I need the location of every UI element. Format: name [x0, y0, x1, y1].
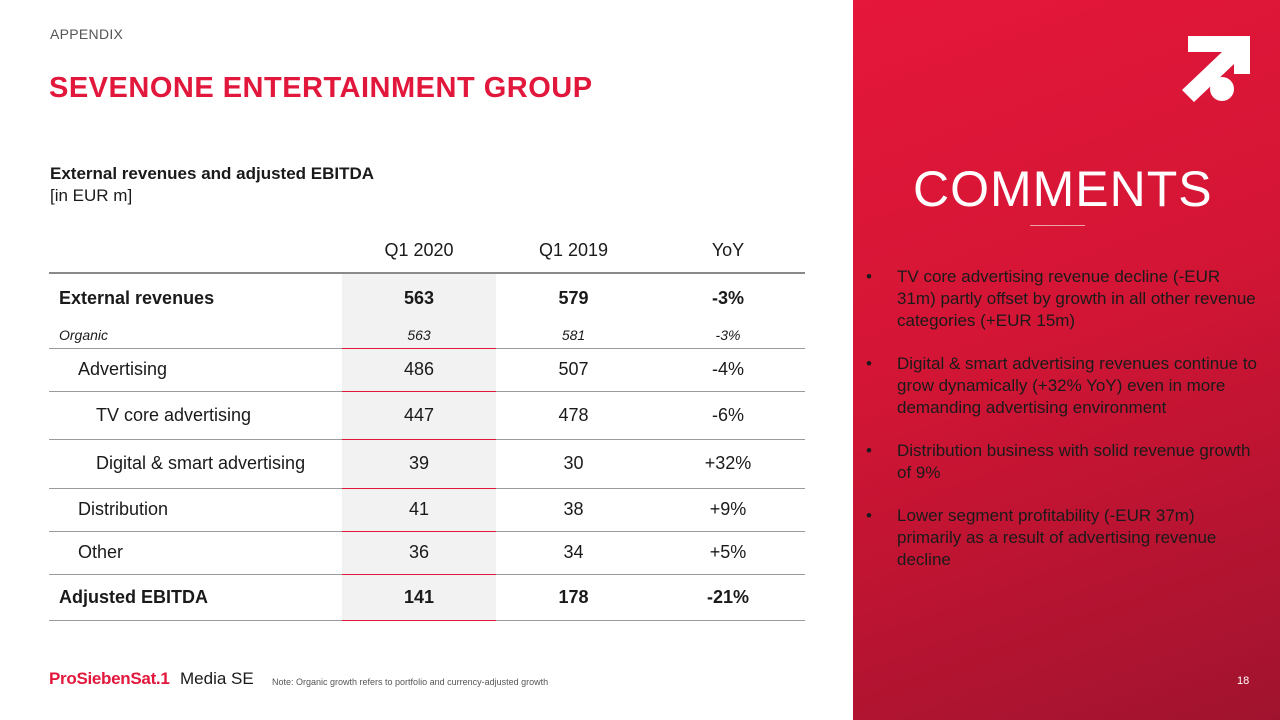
comment-item: • Lower segment profitability (-EUR 37m)… — [866, 505, 1261, 571]
cell-q1-2020: 141 — [342, 574, 496, 621]
row-label: Adjusted EBITDA — [49, 574, 342, 621]
section-kicker: APPENDIX — [50, 26, 124, 42]
table-header-q1-2019: Q1 2019 — [496, 228, 651, 274]
cell-q1-2019: 30 — [496, 439, 651, 489]
cell-q1-2019: 579 — [558, 288, 589, 308]
financials-table: Q1 2020 Q1 2019 YoY External revenues 56… — [49, 228, 805, 621]
comment-text: Digital & smart advertising revenues con… — [897, 354, 1258, 417]
table-row: External revenues 563 579 -3% — [49, 273, 805, 323]
comment-item: • Distribution business with solid reven… — [866, 440, 1261, 484]
cell-yoy: +9% — [651, 488, 805, 532]
row-label: TV core advertising — [49, 391, 342, 440]
cell-yoy: -21% — [651, 574, 805, 621]
comments-title: COMMENTS — [913, 161, 1213, 217]
bullet-icon: • — [866, 441, 872, 460]
prosiebensat1-logo-icon — [1182, 36, 1250, 102]
cell-yoy: -3% — [651, 323, 805, 349]
table-header-row: Q1 2020 Q1 2019 YoY — [49, 228, 805, 274]
cell-q1-2020: 563 — [342, 323, 496, 349]
cell-q1-2019: 507 — [496, 348, 651, 392]
cell-q1-2020: 486 — [342, 348, 496, 392]
cell-q1-2020: 41 — [342, 488, 496, 532]
comment-text: TV core advertising revenue decline (-EU… — [897, 267, 1256, 330]
row-label: Other — [49, 531, 342, 575]
comment-item: • Digital & smart advertising revenues c… — [866, 353, 1261, 419]
comments-panel — [853, 0, 1280, 720]
bullet-icon: • — [866, 506, 872, 525]
table-row: Adjusted EBITDA 141 178 -21% — [49, 574, 805, 621]
content-area: APPENDIX SEVENONE ENTERTAINMENT GROUP Ex… — [49, 26, 805, 688]
table-caption-unit: [in EUR m] — [50, 186, 133, 205]
table-row: Organic 563 581 -3% — [49, 323, 805, 349]
comment-item: • TV core advertising revenue decline (-… — [866, 266, 1261, 332]
table-row: Advertising 486 507 -4% — [49, 348, 805, 392]
table-row: Digital & smart advertising 39 30 +32% — [49, 439, 805, 489]
cell-q1-2020: 563 — [342, 273, 496, 323]
row-label: Digital & smart advertising — [49, 439, 342, 489]
brand-logo: ProSiebenSat.1 — [49, 669, 170, 688]
table-caption-title: External revenues and adjusted EBITDA — [50, 164, 375, 183]
table-caption: External revenues and adjusted EBITDA [i… — [50, 163, 374, 207]
row-label: External revenues — [59, 288, 215, 308]
cell-q1-2020: 447 — [342, 391, 496, 440]
brand-logo-suffix: Media SE — [180, 669, 254, 688]
table-row: TV core advertising 447 478 -6% — [49, 391, 805, 440]
table-row: Distribution 41 38 +9% — [49, 488, 805, 532]
page-title: SEVENONE ENTERTAINMENT GROUP — [49, 72, 593, 104]
cell-q1-2019: 178 — [496, 574, 651, 621]
table-header-yoy: YoY — [651, 228, 805, 274]
bullet-icon: • — [866, 354, 872, 373]
comment-text: Distribution business with solid revenue… — [897, 441, 1251, 482]
table-header-label — [49, 228, 342, 274]
row-label: Advertising — [49, 348, 342, 392]
cell-q1-2020: 36 — [342, 531, 496, 575]
page-number: 18 — [1237, 675, 1250, 687]
cell-q1-2020: 39 — [342, 439, 496, 489]
cell-yoy: +5% — [651, 531, 805, 575]
cell-q1-2019: 34 — [496, 531, 651, 575]
footnote: Note: Organic growth refers to portfolio… — [272, 677, 549, 687]
table-header-q1-2020: Q1 2020 — [342, 228, 496, 274]
comments-divider — [1030, 225, 1085, 226]
cell-yoy: -3% — [711, 288, 744, 308]
cell-q1-2019: 38 — [496, 488, 651, 532]
comments-list: • TV core advertising revenue decline (-… — [866, 266, 1261, 592]
comment-text: Lower segment profitability (-EUR 37m) p… — [897, 506, 1217, 569]
cell-yoy: -4% — [651, 348, 805, 392]
bullet-icon: • — [866, 267, 872, 286]
cell-yoy: -6% — [651, 391, 805, 440]
row-label: Organic — [49, 323, 342, 349]
table-row: Other 36 34 +5% — [49, 531, 805, 575]
cell-q1-2019: 478 — [496, 391, 651, 440]
cell-yoy: +32% — [651, 439, 805, 489]
cell-q1-2019: 581 — [496, 323, 651, 349]
row-label: Distribution — [49, 488, 342, 532]
